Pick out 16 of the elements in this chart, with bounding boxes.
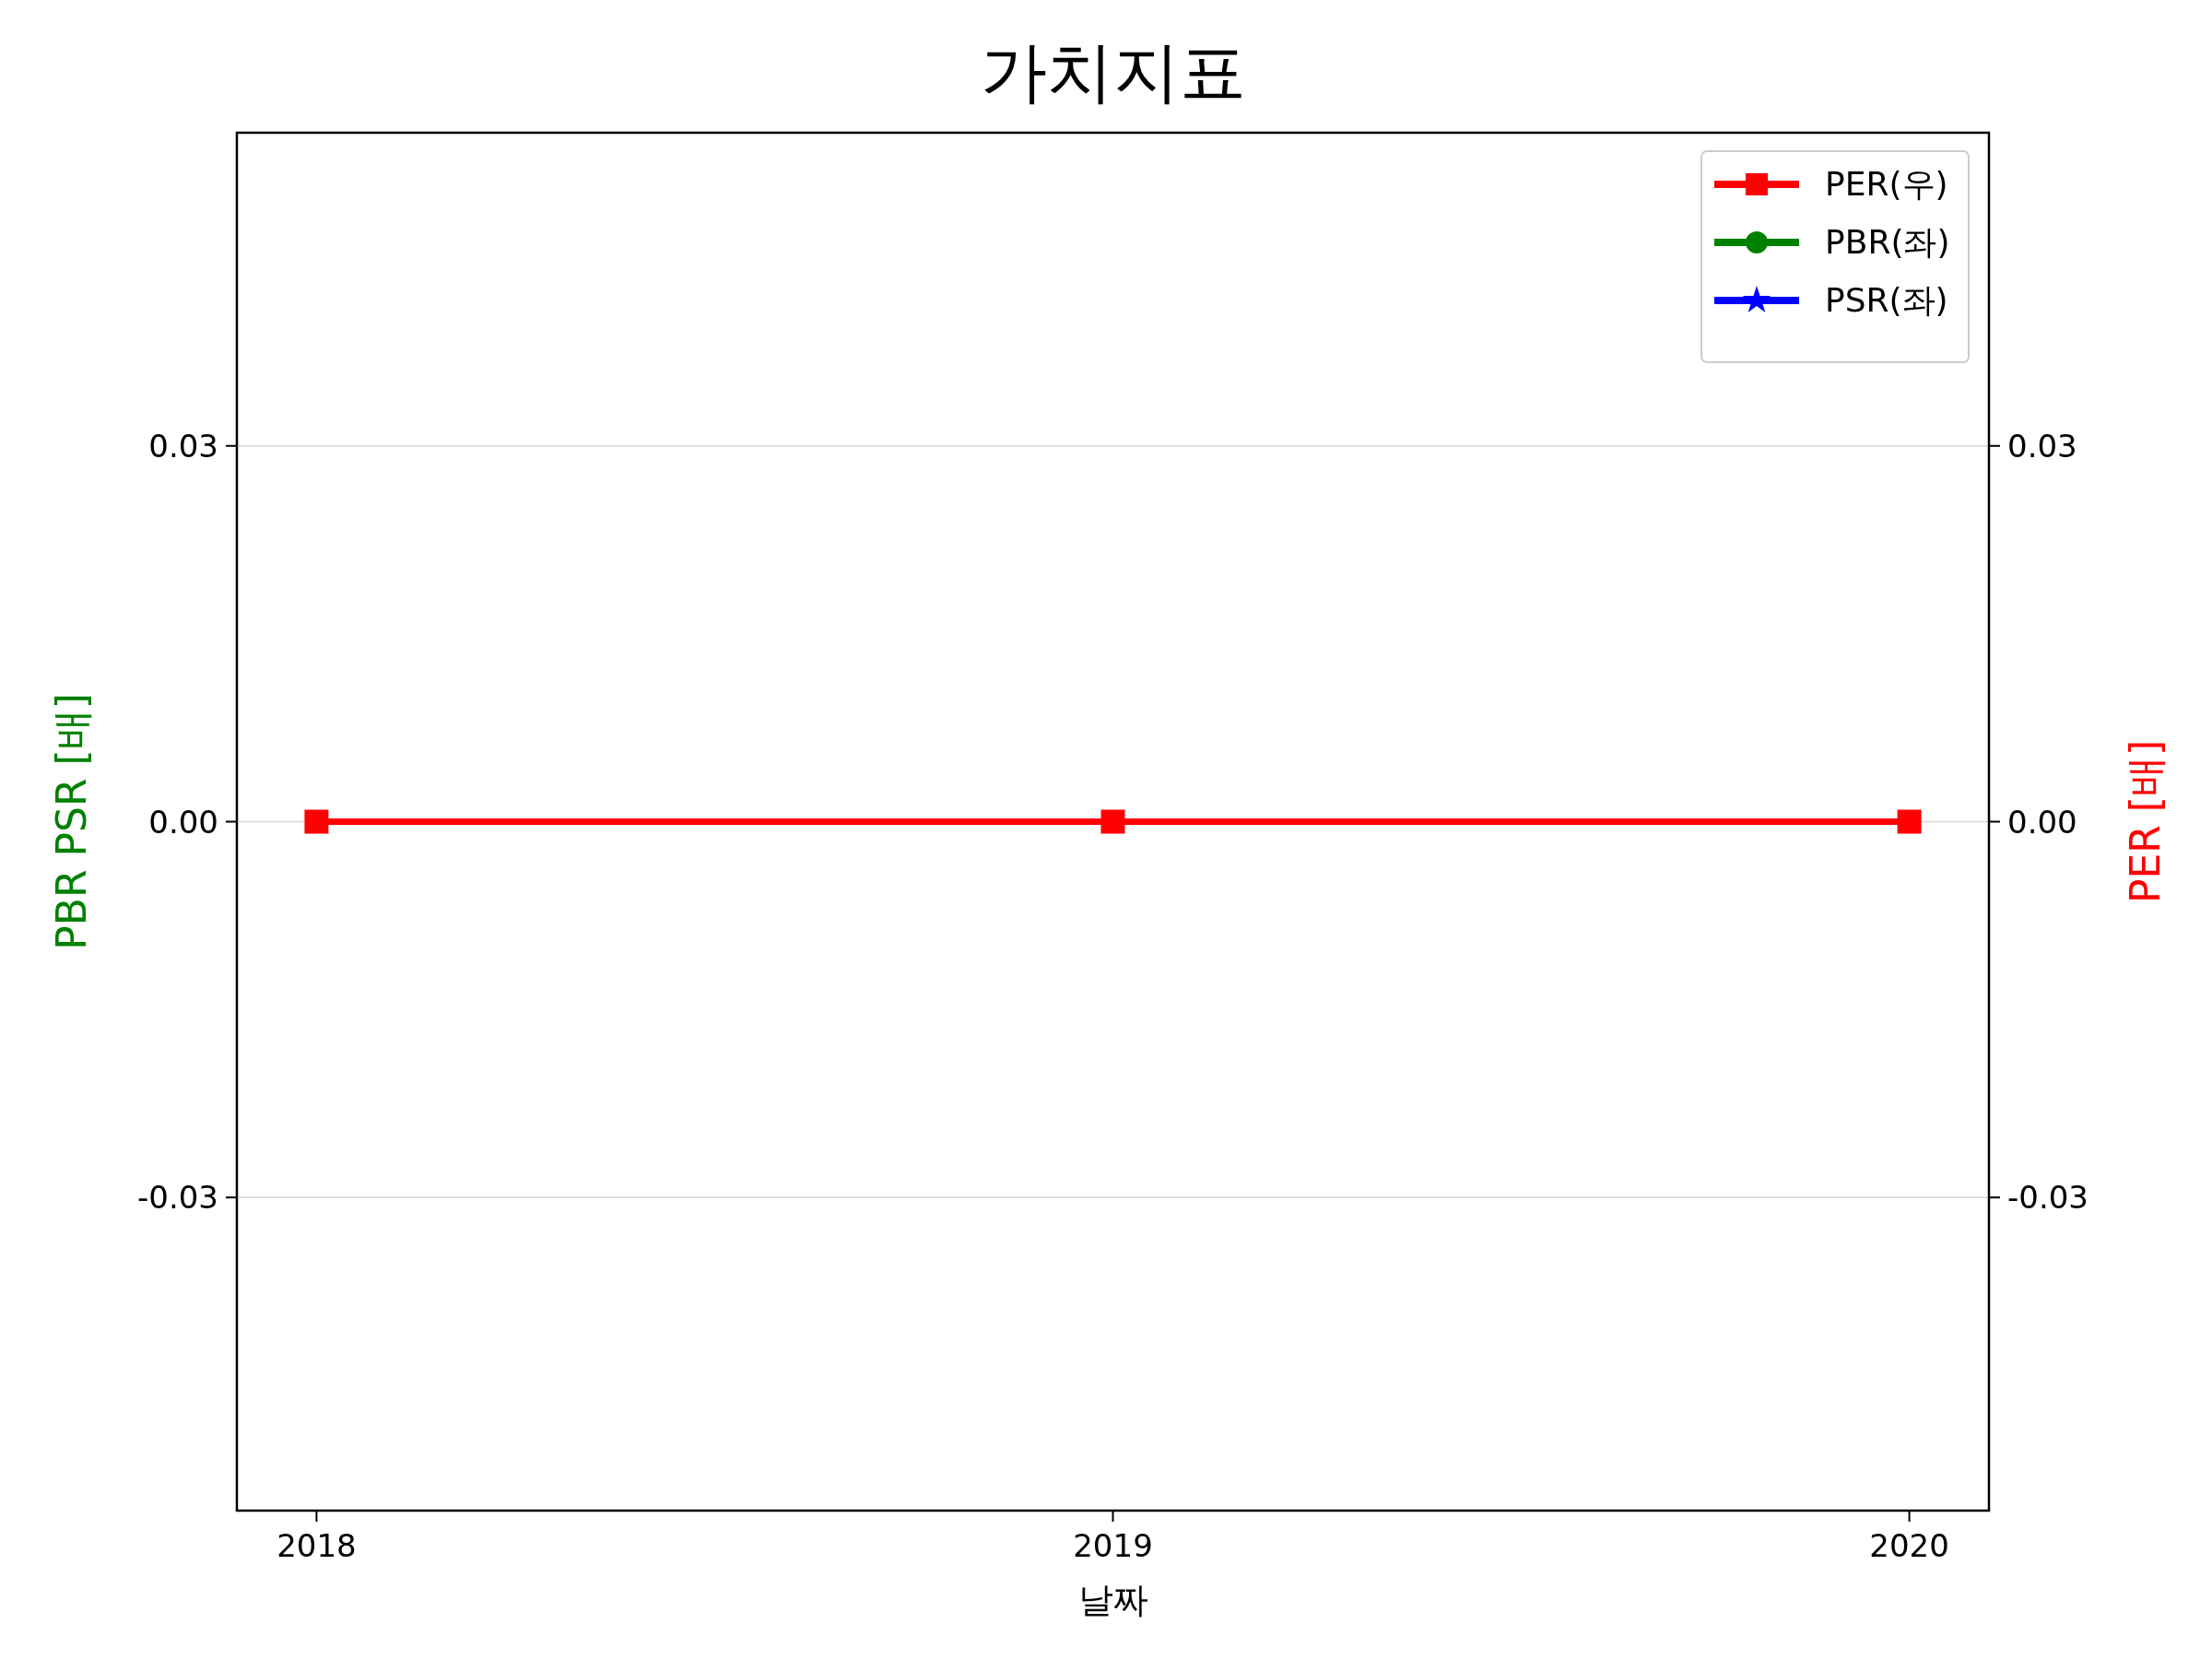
x-tick-label: 2019 bbox=[1073, 1527, 1153, 1564]
legend-label: PER(우) bbox=[1825, 165, 1948, 203]
y2-tick-label: -0.03 bbox=[2007, 1179, 2088, 1217]
y2-tick-label: 0.00 bbox=[2007, 803, 2077, 841]
legend-label: PSR(좌) bbox=[1825, 281, 1948, 319]
y-tick-label: 0.00 bbox=[148, 803, 218, 841]
y-axis-title: PBR PSR [배] bbox=[48, 693, 95, 950]
y2-axis-title: PER [배] bbox=[2122, 739, 2169, 904]
legend-label: PBR(좌) bbox=[1825, 223, 1950, 261]
y-tick-label: 0.03 bbox=[148, 427, 218, 465]
y-tick-label: -0.03 bbox=[137, 1179, 218, 1217]
x-axis-title: 날짜 bbox=[1077, 1580, 1148, 1620]
y2-tick-label: 0.03 bbox=[2007, 427, 2077, 465]
chart-title: 가치지표 bbox=[980, 33, 1246, 111]
x-tick-label: 2018 bbox=[276, 1527, 357, 1564]
x-tick-label: 2020 bbox=[1869, 1527, 1949, 1564]
